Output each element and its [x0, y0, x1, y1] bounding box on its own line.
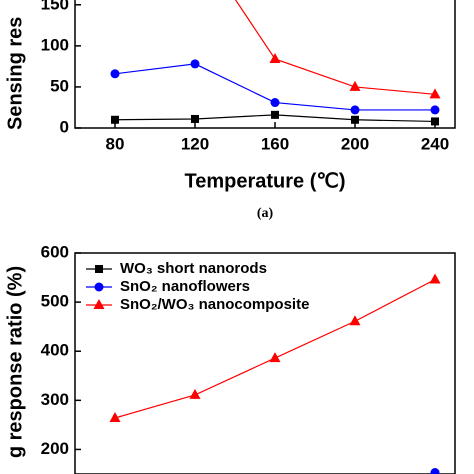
y-tick-label: 500	[41, 292, 69, 311]
marker	[351, 115, 359, 124]
marker	[350, 105, 360, 115]
marker	[111, 115, 119, 124]
x-tick-label: 80	[106, 134, 125, 153]
y-axis-label: g response ratio (%)	[4, 266, 26, 458]
marker	[269, 352, 281, 363]
marker	[270, 98, 280, 108]
marker	[349, 315, 361, 326]
y-tick-label: 150	[41, 0, 69, 13]
y-tick-label: 300	[41, 390, 69, 409]
marker	[430, 468, 440, 474]
y-tick-label: 100	[41, 35, 69, 54]
marker	[110, 69, 120, 79]
legend-label: WO₃ short nanorods	[120, 260, 267, 277]
marker	[191, 114, 199, 123]
marker	[269, 53, 281, 63]
series-line	[234, 0, 436, 95]
x-tick-label: 120	[181, 134, 209, 153]
marker	[189, 388, 201, 399]
caption: (a)	[257, 206, 274, 221]
legend-marker	[94, 282, 104, 292]
y-axis-label: Sensing res	[4, 17, 26, 130]
legend-label: SnO₂ nanoflowers	[120, 278, 250, 295]
y-tick-label: 400	[41, 341, 69, 360]
marker	[349, 80, 361, 91]
x-axis-label: Temperature (℃)	[184, 170, 345, 192]
marker	[271, 110, 279, 119]
marker	[109, 412, 121, 423]
marker	[190, 59, 200, 69]
marker	[429, 88, 441, 99]
x-tick-label: 200	[341, 134, 369, 153]
plot-area	[109, 273, 441, 474]
y-tick-label: 600	[41, 242, 69, 261]
x-tick-label: 160	[261, 134, 289, 153]
legend-marker	[95, 265, 103, 273]
marker	[429, 273, 441, 284]
y-tick-label: 0	[60, 117, 69, 136]
legend-marker	[93, 299, 105, 309]
x-tick-label: 240	[421, 134, 449, 153]
plot-frame	[74, 252, 456, 474]
y-tick-label: 200	[41, 439, 69, 458]
plot-frame	[74, 0, 456, 129]
legend-label: SnO₂/WO₃ nanocomposite	[120, 296, 309, 313]
marker	[431, 117, 439, 126]
marker	[430, 105, 440, 115]
plot-area	[110, 0, 441, 126]
y-tick-label: 50	[50, 76, 69, 95]
